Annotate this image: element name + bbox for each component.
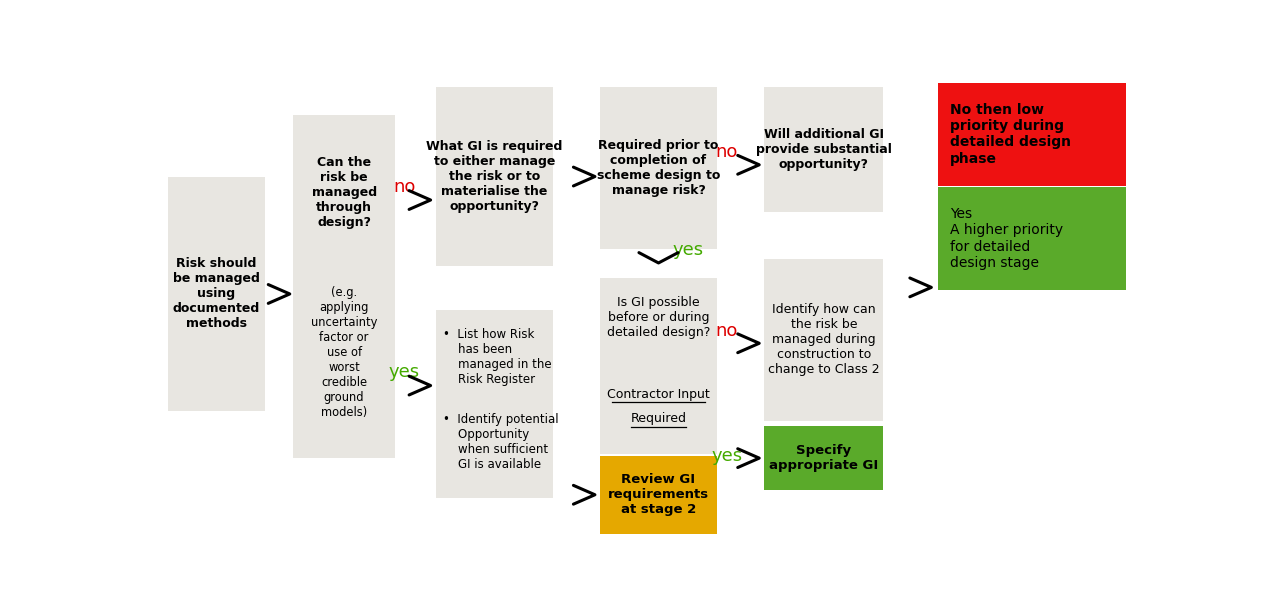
Text: What GI is required
to either manage
the risk or to
materialise the
opportunity?: What GI is required to either manage the… (427, 140, 563, 213)
FancyBboxPatch shape (599, 456, 717, 534)
Text: Will additional GI
provide substantial
opportunity?: Will additional GI provide substantial o… (756, 128, 892, 171)
Text: yes: yes (673, 242, 703, 259)
Text: Is GI possible
before or during
detailed design?: Is GI possible before or during detailed… (607, 296, 711, 339)
Text: Required prior to
completion of
scheme design to
manage risk?: Required prior to completion of scheme d… (597, 139, 721, 197)
FancyBboxPatch shape (435, 310, 553, 498)
Text: no: no (716, 321, 738, 340)
Text: Required: Required (631, 412, 687, 425)
FancyBboxPatch shape (293, 115, 395, 458)
FancyBboxPatch shape (938, 82, 1126, 186)
Text: •  Identify potential
    Opportunity
    when sufficient
    GI is available: • Identify potential Opportunity when su… (443, 413, 559, 471)
Text: Yes
A higher priority
for detailed
design stage: Yes A higher priority for detailed desig… (950, 207, 1063, 270)
Text: (e.g.
applying
uncertainty
factor or
use of
worst
credible
ground
models): (e.g. applying uncertainty factor or use… (310, 286, 377, 419)
FancyBboxPatch shape (168, 176, 265, 411)
Text: •  List how Risk
    has been
    managed in the
    Risk Register: • List how Risk has been managed in the … (443, 328, 551, 386)
Text: Identify how can
the risk be
managed during
construction to
change to Class 2: Identify how can the risk be managed dur… (769, 303, 880, 376)
FancyBboxPatch shape (599, 87, 717, 249)
FancyBboxPatch shape (938, 187, 1126, 290)
Text: yes: yes (712, 447, 742, 465)
FancyBboxPatch shape (765, 426, 883, 490)
Text: Risk should
be managed
using
documented
methods: Risk should be managed using documented … (173, 257, 260, 331)
FancyBboxPatch shape (435, 87, 553, 266)
Text: no: no (716, 143, 738, 161)
Text: no: no (392, 178, 415, 196)
Text: yes: yes (389, 364, 420, 381)
Text: Can the
risk be
managed
through
design?: Can the risk be managed through design? (312, 157, 376, 229)
Text: Review GI
requirements
at stage 2: Review GI requirements at stage 2 (608, 473, 709, 516)
FancyBboxPatch shape (765, 87, 883, 212)
FancyBboxPatch shape (765, 259, 883, 421)
Text: No then low
priority during
detailed design
phase: No then low priority during detailed des… (950, 103, 1071, 165)
Text: Contractor Input: Contractor Input (607, 387, 711, 401)
FancyBboxPatch shape (599, 278, 717, 454)
Text: Specify
appropriate GI: Specify appropriate GI (769, 444, 878, 472)
